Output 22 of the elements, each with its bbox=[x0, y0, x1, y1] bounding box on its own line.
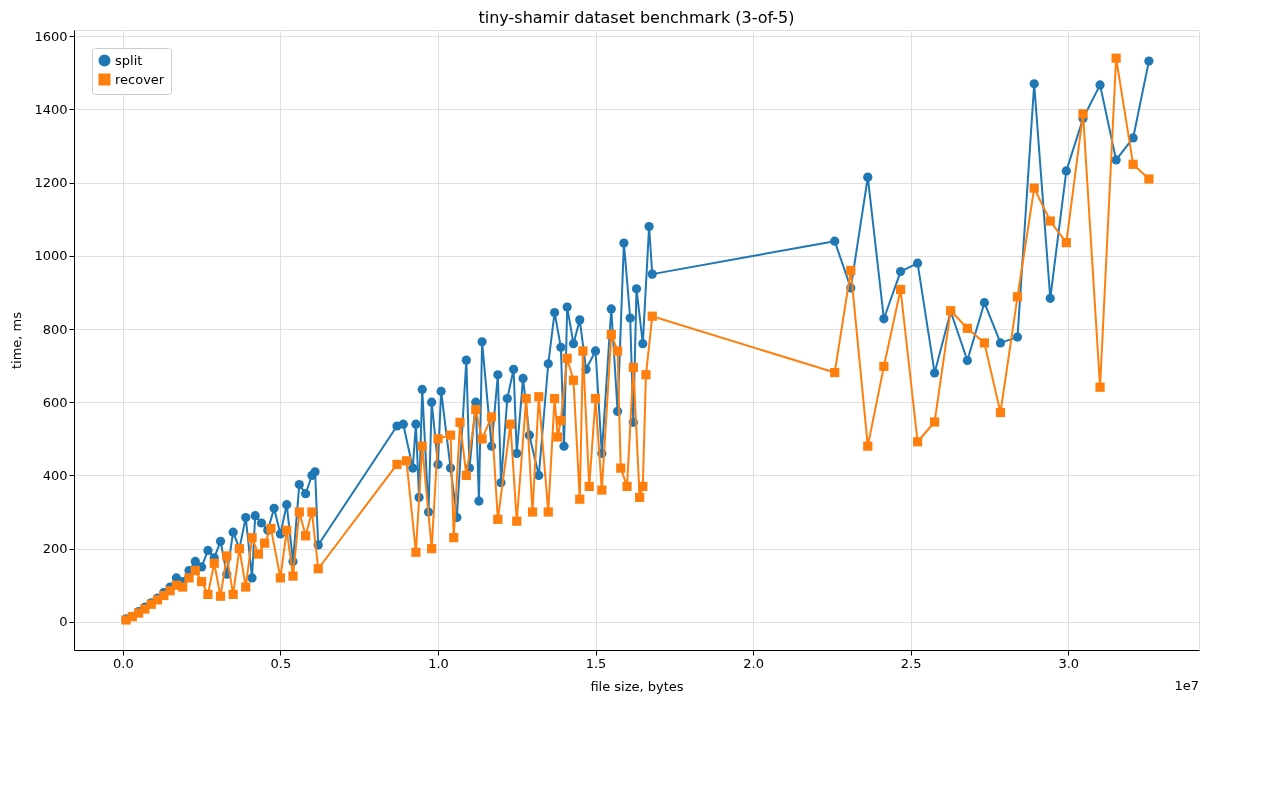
y-tick-label: 600 bbox=[42, 394, 68, 410]
y-tick-label: 1400 bbox=[34, 101, 68, 117]
y-tick-label: 1600 bbox=[34, 28, 68, 44]
text: 1e7 bbox=[1174, 678, 1199, 693]
y-tick-label: 0 bbox=[59, 614, 68, 630]
x-tick-label: 3.0 bbox=[1058, 655, 1080, 671]
x-tick-label: 2.5 bbox=[900, 655, 922, 671]
y-tick-label: 800 bbox=[42, 321, 68, 337]
y-tick-label: 400 bbox=[42, 467, 68, 483]
x-tick-label: 2.0 bbox=[743, 655, 764, 671]
x-tick-label: 0.0 bbox=[113, 655, 134, 671]
chart-title: tiny-shamir dataset benchmark (3-of-5) bbox=[478, 8, 795, 27]
x-tick-label: 1.0 bbox=[428, 655, 449, 671]
x-tick-label: 1.5 bbox=[585, 655, 607, 671]
x-axis-title: file size, bytes bbox=[590, 678, 684, 694]
legend-label: recover bbox=[115, 71, 165, 87]
y-axis-title: time, ms bbox=[9, 311, 25, 370]
legend-label: split bbox=[115, 52, 143, 68]
y-tick-label: 1200 bbox=[34, 175, 68, 191]
x-tick-label: 0.5 bbox=[270, 655, 292, 671]
y-tick-label: 200 bbox=[42, 541, 68, 557]
y-tick-label: 1000 bbox=[34, 248, 68, 264]
